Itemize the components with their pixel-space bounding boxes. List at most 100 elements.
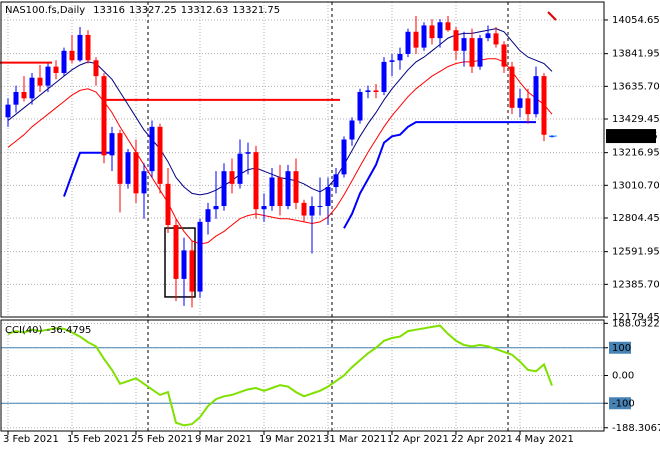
candle-body [357, 91, 363, 121]
level-label-bg [609, 341, 631, 354]
candle-body [29, 77, 35, 99]
candle-body [189, 250, 195, 292]
candle-body [61, 50, 67, 73]
x-tick-label: 4 May 2021 [515, 434, 574, 445]
candle-body [461, 38, 467, 51]
candle-body [5, 104, 11, 118]
candle-body [469, 38, 475, 67]
candle-body [117, 133, 123, 184]
candle-body [245, 152, 251, 154]
candle-body [237, 153, 243, 184]
current-price-label: 13321.75 [610, 131, 658, 142]
x-tick-label: 19 Mar 2021 [259, 434, 322, 445]
candle-body [21, 91, 27, 99]
candle-body [413, 31, 419, 48]
candle-body [285, 171, 291, 207]
candle-body [525, 98, 531, 115]
candle-body [309, 206, 315, 216]
candle-body [517, 98, 523, 108]
candle-body [173, 225, 179, 279]
candle-body [533, 76, 539, 115]
candle-body [365, 90, 371, 92]
y-tick-label: -188.3067 [612, 423, 660, 434]
candle-body [13, 91, 19, 105]
candle-body [317, 206, 323, 208]
cci-frame [0, 319, 605, 432]
candle-body [181, 250, 187, 279]
candle-body [325, 187, 331, 207]
line [7, 58, 553, 245]
candle-body [213, 206, 219, 210]
candle-body [373, 90, 379, 92]
y-tick-label: 13429.45 [612, 114, 660, 125]
y-tick-label: 13635.70 [612, 81, 660, 92]
cci-title: CCI(40) -36.4795 [5, 325, 91, 336]
candle-body [485, 33, 491, 39]
y-tick-label: 100 [612, 343, 631, 354]
main-frame [0, 1, 605, 318]
candle-body [453, 30, 459, 51]
y-tick-label: 188.0322 [612, 318, 660, 329]
y-tick-label: 12179.45 [612, 312, 660, 323]
current-price-bg [606, 129, 656, 144]
candle-body [109, 133, 115, 156]
y-tick-label: 12804.45 [612, 213, 660, 224]
y-tick-label: -100 [612, 398, 635, 409]
candle-body [333, 174, 339, 188]
y-tick-label: 13841.95 [612, 49, 660, 60]
candle-body [501, 44, 507, 67]
candle-body [157, 126, 163, 184]
y-tick-label: 14054.65 [612, 15, 660, 26]
candle-body [261, 206, 267, 210]
candle-body [341, 139, 347, 175]
x-tick-label: 12 Apr 2021 [387, 434, 449, 445]
candle-body [269, 177, 275, 207]
x-tick-label: 25 Feb 2021 [131, 434, 193, 445]
candle-body [229, 171, 235, 184]
candle-body [93, 60, 99, 77]
candle-body [37, 77, 43, 86]
sell-arrow [547, 11, 557, 21]
y-tick-label: 12591.95 [612, 247, 660, 258]
candle-body [493, 33, 499, 45]
y-tick-label: 13216.95 [612, 148, 660, 159]
x-tick-label: 3 Feb 2021 [3, 434, 59, 445]
candle-body [141, 171, 147, 194]
y-tick-label: 12385.70 [612, 279, 660, 290]
candle-body [381, 61, 387, 92]
candle-body [477, 38, 483, 67]
candle-body [221, 171, 227, 207]
candle-body [405, 31, 411, 54]
candle-body [421, 25, 427, 48]
candle-body [397, 53, 403, 61]
candle-body [389, 60, 395, 62]
candle-body [165, 183, 171, 226]
candle-body [445, 22, 451, 31]
candle-body [101, 76, 107, 156]
candle-body [45, 66, 51, 86]
candle-body [53, 66, 59, 73]
candle-body [197, 221, 203, 292]
x-tick-label: 15 Feb 2021 [67, 434, 129, 445]
x-tick-label: 22 Apr 2021 [451, 434, 513, 445]
candle-body [429, 25, 435, 39]
x-tick-label: 31 Mar 2021 [323, 434, 386, 445]
candle-body [293, 171, 299, 203]
x-tick-label: 9 Mar 2021 [195, 434, 252, 445]
candle-body [133, 152, 139, 194]
line [7, 324, 553, 427]
candle-body [541, 76, 547, 135]
level-label-bg [609, 397, 631, 410]
y-tick-label: 0.00 [612, 371, 634, 382]
candle-body [77, 34, 83, 61]
candle-body [437, 22, 443, 39]
candle-body [509, 66, 515, 108]
candle-body [301, 202, 307, 216]
candle-body [205, 209, 211, 222]
candle-body [277, 177, 283, 207]
y-tick-label: 13010.70 [612, 180, 660, 191]
candle-body [349, 120, 355, 140]
